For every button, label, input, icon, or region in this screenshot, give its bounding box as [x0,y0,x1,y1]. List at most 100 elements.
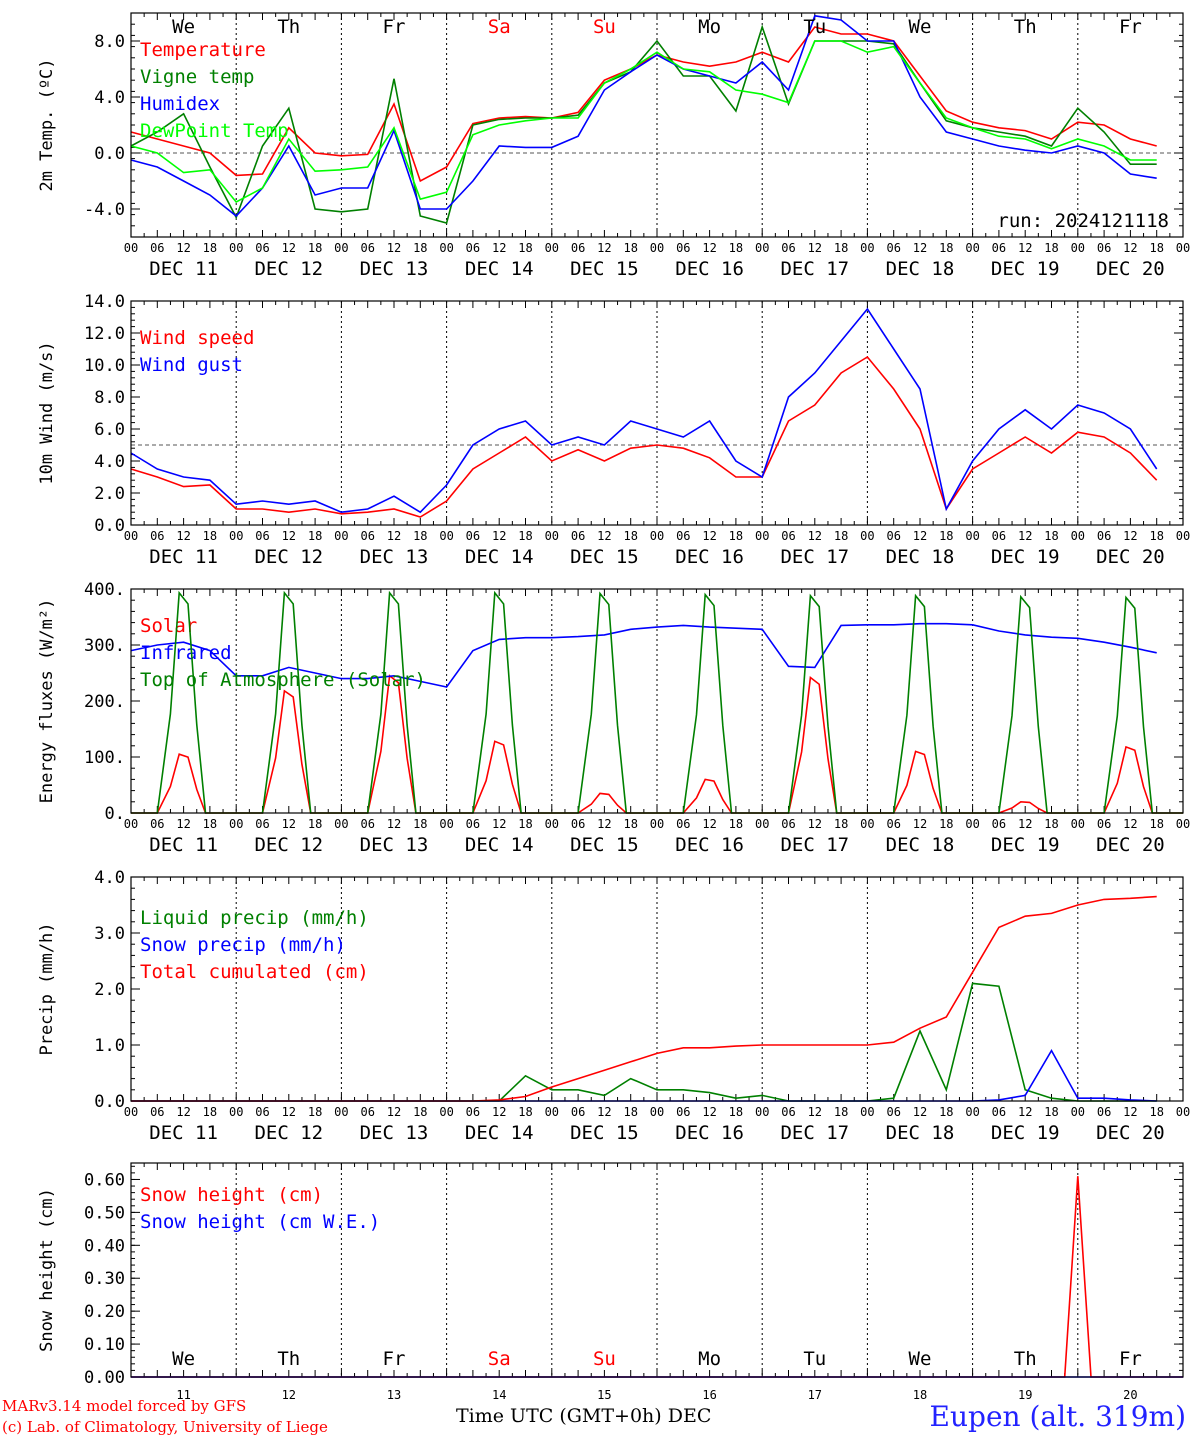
hour-label: 00 [124,817,138,831]
hour-label: 12 [1123,241,1137,255]
hour-label: 00 [334,817,348,831]
hour-label: 06 [781,241,795,255]
day-number: 18 [913,1388,927,1402]
hour-label: 12 [597,529,611,543]
hour-label: 18 [623,241,637,255]
hour-label: 06 [1097,1105,1111,1119]
weekday-label: We [172,16,195,38]
hour-label: 18 [308,529,322,543]
model-credit: MARv3.14 model forced by GFS [2,1397,247,1415]
hour-label: 06 [886,817,900,831]
hour-label: 00 [860,1105,874,1119]
hour-label: 12 [913,241,927,255]
hour-label: 00 [229,1105,243,1119]
date-label: DEC 18 [886,258,955,280]
hour-label: 12 [597,817,611,831]
y-tick-label: 3.0 [94,924,125,944]
hour-label: 18 [939,529,953,543]
hour-label: 18 [518,529,532,543]
date-label: DEC 19 [991,258,1060,280]
hour-label: 12 [282,241,296,255]
legend-top-of-atmosphere-solar: Top of Atmosphere (Solar) [140,669,426,691]
hour-label: 12 [387,529,401,543]
hour-label: 06 [466,241,480,255]
y-tick-label: 14.0 [84,292,125,312]
hour-label: 18 [203,241,217,255]
hour-label: 00 [439,529,453,543]
date-label: DEC 19 [991,546,1060,568]
hour-label: 00 [755,529,769,543]
hour-label: 12 [387,1105,401,1119]
hour-label: 12 [176,241,190,255]
series-infrared [130,622,1157,688]
hour-label: 12 [387,817,401,831]
hour-label: 12 [702,529,716,543]
hour-label: 18 [413,1105,427,1119]
date-label: DEC 14 [465,834,534,856]
hour-label: 12 [387,241,401,255]
hour-label: 12 [702,241,716,255]
hour-label: 06 [571,817,585,831]
date-label: DEC 13 [360,834,429,856]
y-tick-label: 0. [105,804,125,824]
hour-label: 18 [834,241,848,255]
panel-wind: 0.0 2.0 4.0 6.0 8.0 10.0 12.0 14.0 10m Wind (m/s… [37,292,1190,568]
date-label: DEC 15 [570,258,639,280]
series-snow-height-cm [131,1176,1183,1378]
hour-label: 18 [834,529,848,543]
hour-label: 06 [886,241,900,255]
hour-label: 12 [282,817,296,831]
hour-label: 00 [860,529,874,543]
plot-frame [130,300,1184,526]
weekday-label: Th [277,1348,300,1370]
hour-label: 12 [492,529,506,543]
hour-label: 18 [413,817,427,831]
weekday-label: Tu [803,1348,826,1370]
series-wind-speed [130,355,1158,518]
date-label: DEC 16 [675,834,744,856]
weekday-label: Fr [1119,1348,1142,1370]
series-vigne-temp [130,24,1157,224]
hour-label: 18 [1044,241,1058,255]
hour-label: 00 [229,817,243,831]
y-axis-title: Energy fluxes (W/m²) [37,599,57,804]
hour-label: 12 [1018,529,1032,543]
date-label: DEC 15 [570,834,639,856]
hour-label: 00 [545,817,559,831]
date-label: DEC 13 [360,1122,429,1144]
legend-liquid-precip-mm-h: Liquid precip (mm/h) [140,907,369,929]
date-label: DEC 20 [1096,546,1165,568]
date-label: DEC 19 [991,1122,1060,1144]
hour-label: 18 [1044,529,1058,543]
date-label: DEC 17 [780,1122,849,1144]
hour-label: 12 [1018,817,1032,831]
hour-label: 00 [124,529,138,543]
y-tick-label: 0.0 [94,516,125,536]
hour-label: 18 [834,1105,848,1119]
date-label: DEC 19 [991,834,1060,856]
hour-label: 00 [650,1105,664,1119]
hour-label: 18 [729,241,743,255]
y-tick-label: 4.0 [94,868,125,888]
hour-label: 06 [992,529,1006,543]
hour-label: 00 [965,529,979,543]
hour-label: 00 [439,241,453,255]
hour-label: 12 [1018,1105,1032,1119]
hour-label: 12 [597,1105,611,1119]
date-label: DEC 11 [149,258,218,280]
hour-label: 06 [781,1105,795,1119]
hour-label: 06 [1097,529,1111,543]
weekday-label: We [909,16,932,38]
hour-label: 18 [203,529,217,543]
y-tick-label: -4.0 [84,200,125,220]
hour-label: 00 [650,529,664,543]
hour-label: 12 [176,529,190,543]
legend-snow-precip-mm-h: Snow precip (mm/h) [140,934,346,956]
day-number: 14 [492,1388,506,1402]
hour-label: 06 [992,1105,1006,1119]
hour-label: 00 [334,241,348,255]
hour-label: 12 [1123,817,1137,831]
date-label: DEC 20 [1096,258,1165,280]
y-tick-label: 0.0 [94,144,125,164]
